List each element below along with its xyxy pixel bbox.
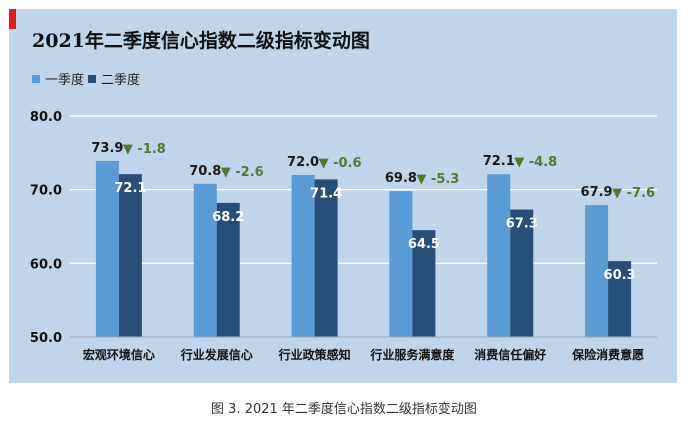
y-tick-label: 60.0 — [30, 257, 62, 272]
legend-swatch-q2 — [88, 74, 96, 83]
x-tick-label: 行业政策感知 — [278, 347, 351, 362]
data-label-q1: 70.8 — [189, 164, 221, 179]
data-label-q2: 72.1 — [114, 181, 146, 196]
data-label-q1: 72.1 — [483, 154, 515, 169]
figure-caption: 图 3. 2021 年二季度信心指数二级指标变动图 — [211, 402, 477, 417]
legend-swatch-q1 — [32, 74, 40, 83]
bar-q2 — [118, 174, 142, 337]
chart-title: 2021年二季度信心指数二级指标变动图 — [32, 30, 370, 52]
bar-q2 — [608, 261, 632, 337]
x-tick-label: 行业服务满意度 — [369, 347, 455, 362]
x-tick-label: 行业发展信心 — [180, 347, 253, 362]
data-label-q1: 67.9 — [581, 185, 613, 200]
change-label: ▼ -1.8 — [123, 142, 166, 157]
legend-label-q1: 一季度 — [45, 73, 85, 88]
data-label-q1: 72.0 — [287, 155, 319, 170]
data-label-q2: 68.2 — [212, 210, 244, 225]
data-label-q2: 64.5 — [408, 237, 440, 252]
change-label: ▼ -4.8 — [514, 155, 557, 170]
legend-item-q2: 二季度 — [88, 69, 140, 88]
y-tick-label: 80.0 — [30, 110, 62, 125]
bar-q1 — [585, 205, 609, 337]
change-label: ▼ -0.6 — [319, 156, 362, 171]
red-marker — [9, 9, 16, 29]
y-tick-label: 70.0 — [30, 184, 62, 199]
data-label-q2: 71.4 — [310, 186, 342, 201]
data-label-q2: 67.3 — [506, 217, 538, 232]
change-label: ▼ -7.6 — [612, 186, 655, 201]
bar-q1 — [487, 174, 511, 337]
bar-q1 — [193, 183, 217, 337]
legend-label-q2: 二季度 — [101, 73, 141, 88]
legend-item-q1: 一季度 — [32, 69, 84, 88]
y-tick-label: 50.0 — [30, 331, 62, 346]
bar-q1 — [95, 160, 119, 337]
x-tick-label: 消费信任偏好 — [474, 347, 546, 362]
bar-q1 — [389, 191, 413, 337]
bar-q2 — [314, 179, 338, 337]
change-label: ▼ -2.6 — [221, 165, 264, 180]
bar-q2 — [510, 209, 534, 337]
data-label-q2: 60.3 — [604, 268, 636, 283]
x-tick-label: 保险消费意愿 — [571, 347, 644, 362]
bar-q1 — [291, 174, 315, 337]
data-label-q1: 73.9 — [91, 141, 123, 156]
bar-q2 — [216, 202, 240, 337]
data-label-q1: 69.8 — [385, 171, 417, 186]
bar-q2 — [412, 230, 436, 337]
x-tick-label: 宏观环境信心 — [83, 347, 155, 362]
change-label: ▼ -5.3 — [416, 172, 459, 187]
